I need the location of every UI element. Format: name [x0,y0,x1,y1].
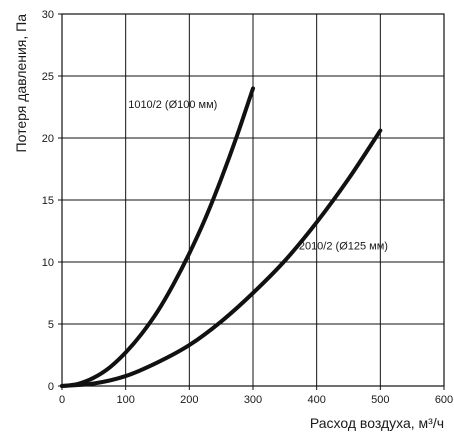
x-axis-title: Расход воздуха, м³/ч [310,415,444,431]
x-tick-label: 100 [116,394,134,406]
y-tick-label: 30 [42,9,54,21]
x-tick-label: 200 [180,394,198,406]
plot-frame [61,13,445,387]
y-tick-labels: 0 5 10 15 20 25 30 [42,9,54,393]
y-tick-label: 15 [42,195,54,207]
y-tick-label: 10 [42,257,54,269]
x-tick-label: 400 [307,394,325,406]
y-tick-label: 5 [48,319,54,331]
y-tick-label: 0 [48,381,54,393]
y-axis-title: Потеря давления, Па [13,14,29,153]
x-tick-label: 600 [435,394,453,406]
x-tick-label: 0 [59,394,65,406]
series-line-2 [60,128,383,388]
curves [60,86,383,388]
y-tick-label: 20 [42,133,54,145]
x-tick-label: 300 [244,394,262,406]
series-label-1010-2: 1010/2 (Ø100 мм) [128,99,217,111]
grid [58,13,445,390]
series-labels: 1010/2 (Ø100 мм) 2010/2 (Ø125 мм) [128,99,388,252]
series-line-1 [60,86,255,388]
x-tick-labels: 0 100 200 300 400 500 600 [59,394,453,406]
series-label-2010-2: 2010/2 (Ø125 мм) [299,241,388,253]
y-tick-label: 25 [42,71,54,83]
x-tick-label: 500 [371,394,389,406]
